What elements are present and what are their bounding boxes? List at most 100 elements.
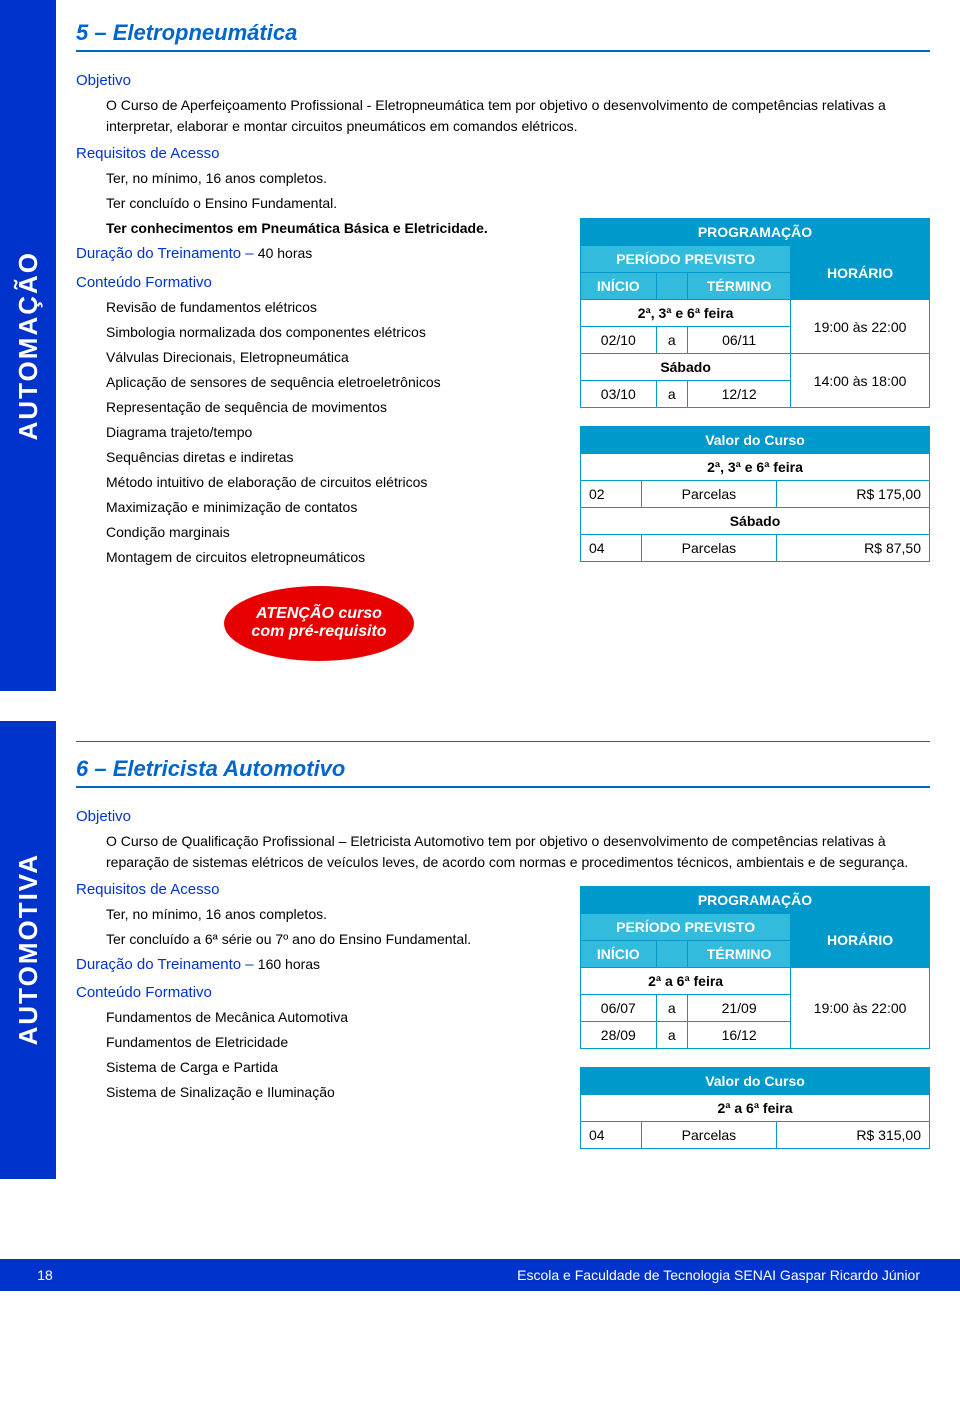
valor-p: Parcelas [642,481,776,508]
days-row: 2ª, 3ª e 6ª feira [581,300,791,327]
left-col-2: O Curso de Qualificação Profissional – E… [76,831,562,1149]
a-cell: a [656,994,687,1021]
termino-header: TÉRMINO [688,940,791,967]
section-automacao: AUTOMAÇÃO 5 – Eletropneumática Objetivo … [0,0,960,691]
inicio-header: INÍCIO [581,940,657,967]
requisitos-label: Requisitos de Acesso [76,881,562,898]
date-cell: 28/09 [581,1021,657,1048]
course-title-2: 6 – Eletricista Automotivo [76,756,930,782]
time-cell: 19:00 às 22:00 [791,300,930,354]
left-col: Ter conhecimentos em Pneumática Básica e… [76,218,562,661]
content-item: Método intuitivo de elaboração de circui… [106,472,562,493]
content-item: Fundamentos de Eletricidade [106,1032,562,1053]
valor-title: Valor do Curso [581,427,930,454]
time-cell: 14:00 às 18:00 [791,354,930,408]
duracao-label: Duração do Treinamento – [76,956,258,973]
conteudo-label: Conteúdo Formativo [76,274,562,291]
valor-table-2: Valor do Curso 2ª a 6ª feira 04ParcelasR… [580,1067,930,1149]
content-item: Representação de sequência de movimentos [106,397,562,418]
req-item-bold: Ter conhecimentos em Pneumática Básica e… [106,218,562,239]
objetivo-text: O Curso de Aperfeiçoamento Profissional … [106,95,930,137]
valor-days: 2ª, 3ª e 6ª feira [581,454,930,481]
right-col-2: PROGRAMAÇÃO PERÍODO PREVISTO HORÁRIO INÍ… [580,831,930,1149]
program-table-2: PROGRAMAÇÃO PERÍODO PREVISTO HORÁRIO INÍ… [580,886,930,1049]
badge-line2: com pré-requisito [251,623,386,640]
content-item: Aplicação de sensores de sequência eletr… [106,372,562,393]
content-item: Sistema de Carga e Partida [106,1057,562,1078]
content-item: Sequências diretas e indiretas [106,447,562,468]
badge-line1: ATENÇÃO curso [256,605,382,622]
section-automotiva: AUTOMOTIVA 6 – Eletricista Automotivo Ob… [0,721,960,1179]
termino-header: TÉRMINO [688,273,791,300]
horario-header: HORÁRIO [791,246,930,300]
valor-p: Parcelas [642,535,776,562]
duracao-val: 160 horas [258,956,320,972]
valor-v: R$ 315,00 [776,1121,929,1148]
date-cell: 16/12 [688,1021,791,1048]
content-item: Fundamentos de Mecânica Automotiva [106,1007,562,1028]
periodo-header: PERÍODO PREVISTO [581,913,791,940]
req-item: Ter, no mínimo, 16 anos completos. [106,168,930,189]
periodo-header: PERÍODO PREVISTO [581,246,791,273]
time-cell: 19:00 às 22:00 [791,967,930,1048]
blank-header [656,273,687,300]
req-item: Ter, no mínimo, 16 anos completos. [106,904,562,925]
sidebar-automotiva: AUTOMOTIVA [0,721,56,1179]
blank-header [656,940,687,967]
content-item: Revisão de fundamentos elétricos [106,297,562,318]
prog-title: PROGRAMAÇÃO [581,886,930,913]
duracao-label: Duração do Treinamento – [76,245,258,262]
valor-n: 04 [581,1121,642,1148]
days-row: Sábado [581,354,791,381]
content-item: Válvulas Direcionais, Eletropneumática [106,347,562,368]
divider [76,741,930,742]
inicio-header: INÍCIO [581,273,657,300]
sidebar-label: AUTOMOTIVA [13,853,44,1045]
content-2: 6 – Eletricista Automotivo Objetivo O Cu… [56,721,960,1179]
valor-n: 02 [581,481,642,508]
valor-days: 2ª a 6ª feira [581,1094,930,1121]
course-title-1: 5 – Eletropneumática [76,20,930,46]
horario-header: HORÁRIO [791,913,930,967]
date-cell: 06/07 [581,994,657,1021]
sidebar-label: AUTOMAÇÃO [13,251,44,440]
objetivo-label: Objetivo [76,808,930,825]
duracao: Duração do Treinamento – 160 horas [76,954,562,977]
valor-title: Valor do Curso [581,1067,930,1094]
req-item: Ter concluído a 6ª série ou 7º ano do En… [106,929,562,950]
date-cell: 12/12 [688,381,791,408]
divider [76,786,930,788]
a-cell: a [656,327,687,354]
valor-p: Parcelas [642,1121,776,1148]
date-cell: 06/11 [688,327,791,354]
divider [76,50,930,52]
req-item: Ter concluído o Ensino Fundamental. [106,193,930,214]
a-cell: a [656,1021,687,1048]
content-item: Maximização e minimização de contatos [106,497,562,518]
conteudo-label: Conteúdo Formativo [76,984,562,1001]
prog-title: PROGRAMAÇÃO [581,219,930,246]
a-cell: a [656,381,687,408]
footer-text: Escola e Faculdade de Tecnologia SENAI G… [70,1267,920,1283]
date-cell: 03/10 [581,381,657,408]
content-item: Montagem de circuitos eletropneumáticos [106,547,562,568]
content-1: 5 – Eletropneumática Objetivo O Curso de… [56,0,960,691]
page-number: 18 [20,1267,70,1283]
right-col: PROGRAMAÇÃO PERÍODO PREVISTO HORÁRIO INÍ… [580,218,930,661]
date-cell: 21/09 [688,994,791,1021]
duracao-val: 40 horas [258,245,312,261]
requisitos-label: Requisitos de Acesso [76,145,930,162]
date-cell: 02/10 [581,327,657,354]
page-footer: 18 Escola e Faculdade de Tecnologia SENA… [0,1259,960,1291]
days-row: 2ª a 6ª feira [581,967,791,994]
content-item: Diagrama trajeto/tempo [106,422,562,443]
objetivo-label: Objetivo [76,72,930,89]
valor-table-1: Valor do Curso 2ª, 3ª e 6ª feira 02Parce… [580,426,930,562]
attention-badge: ATENÇÃO cursocom pré-requisito [224,586,414,661]
content-item: Sistema de Sinalização e Iluminação [106,1082,562,1103]
valor-v: R$ 175,00 [776,481,929,508]
duracao: Duração do Treinamento – 40 horas [76,243,562,266]
program-table-1: PROGRAMAÇÃO PERÍODO PREVISTO HORÁRIO INÍ… [580,218,930,408]
content-item: Condição marginais [106,522,562,543]
valor-n: 04 [581,535,642,562]
